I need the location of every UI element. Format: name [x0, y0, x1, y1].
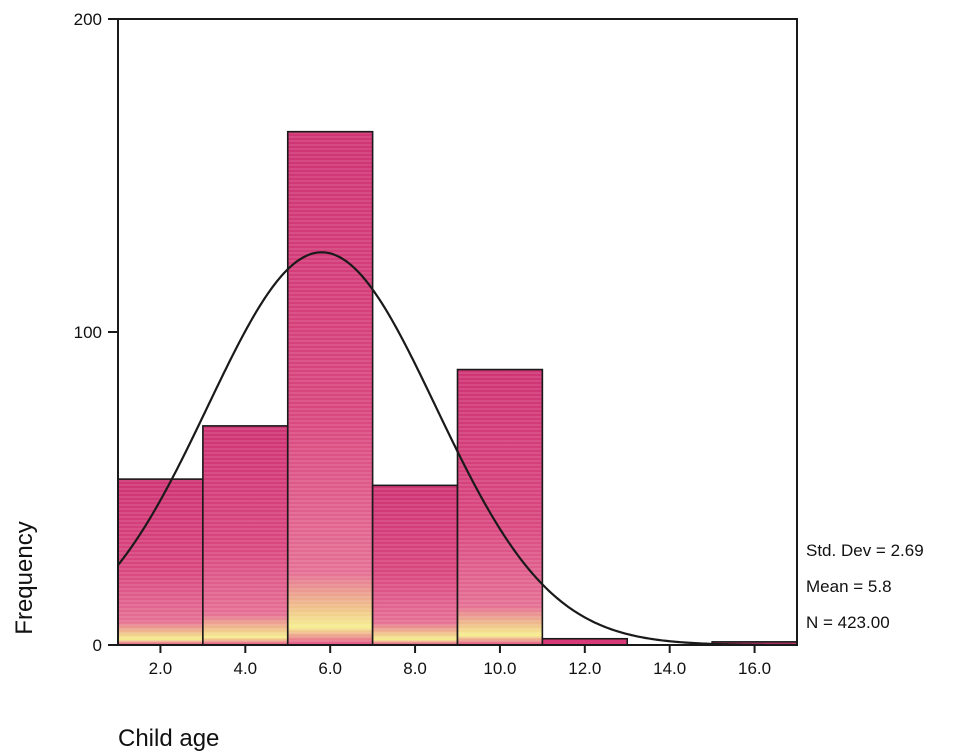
statistics-legend: Std. Dev = 2.69 Mean = 5.8 N = 423.00	[806, 541, 924, 632]
y-axis-title: Frequency	[11, 521, 38, 634]
histogram-bar-texture	[203, 426, 287, 644]
histogram-bar-texture	[373, 486, 457, 644]
histogram-bar-texture	[288, 132, 372, 644]
x-tick-label: 16.0	[738, 659, 771, 678]
normal-distribution-curve	[117, 251, 797, 647]
std-dev-label: Std. Dev = 2.69	[806, 541, 924, 560]
x-tick-label: 8.0	[403, 659, 427, 678]
x-axis-ticks: 2.0 4.0 6.0 8.0 10.0 12.0 14.0 16.0	[149, 645, 771, 678]
x-tick-label: 6.0	[318, 659, 342, 678]
histogram-bar-texture	[119, 480, 202, 644]
x-tick-label: 10.0	[483, 659, 516, 678]
x-tick-label: 14.0	[653, 659, 686, 678]
n-label: N = 423.00	[806, 613, 890, 632]
x-tick-label: 12.0	[568, 659, 601, 678]
y-tick-label: 200	[74, 10, 102, 29]
mean-label: Mean = 5.8	[806, 577, 892, 596]
histogram-bar-texture	[458, 370, 542, 644]
x-axis-title: Child age	[118, 725, 219, 752]
histogram-bars	[117, 130, 798, 646]
x-tick-label: 2.0	[149, 659, 173, 678]
y-axis-ticks: 0 100 200	[74, 10, 118, 655]
y-tick-label: 0	[93, 636, 102, 655]
x-tick-label: 4.0	[233, 659, 257, 678]
y-tick-label: 100	[74, 323, 102, 342]
